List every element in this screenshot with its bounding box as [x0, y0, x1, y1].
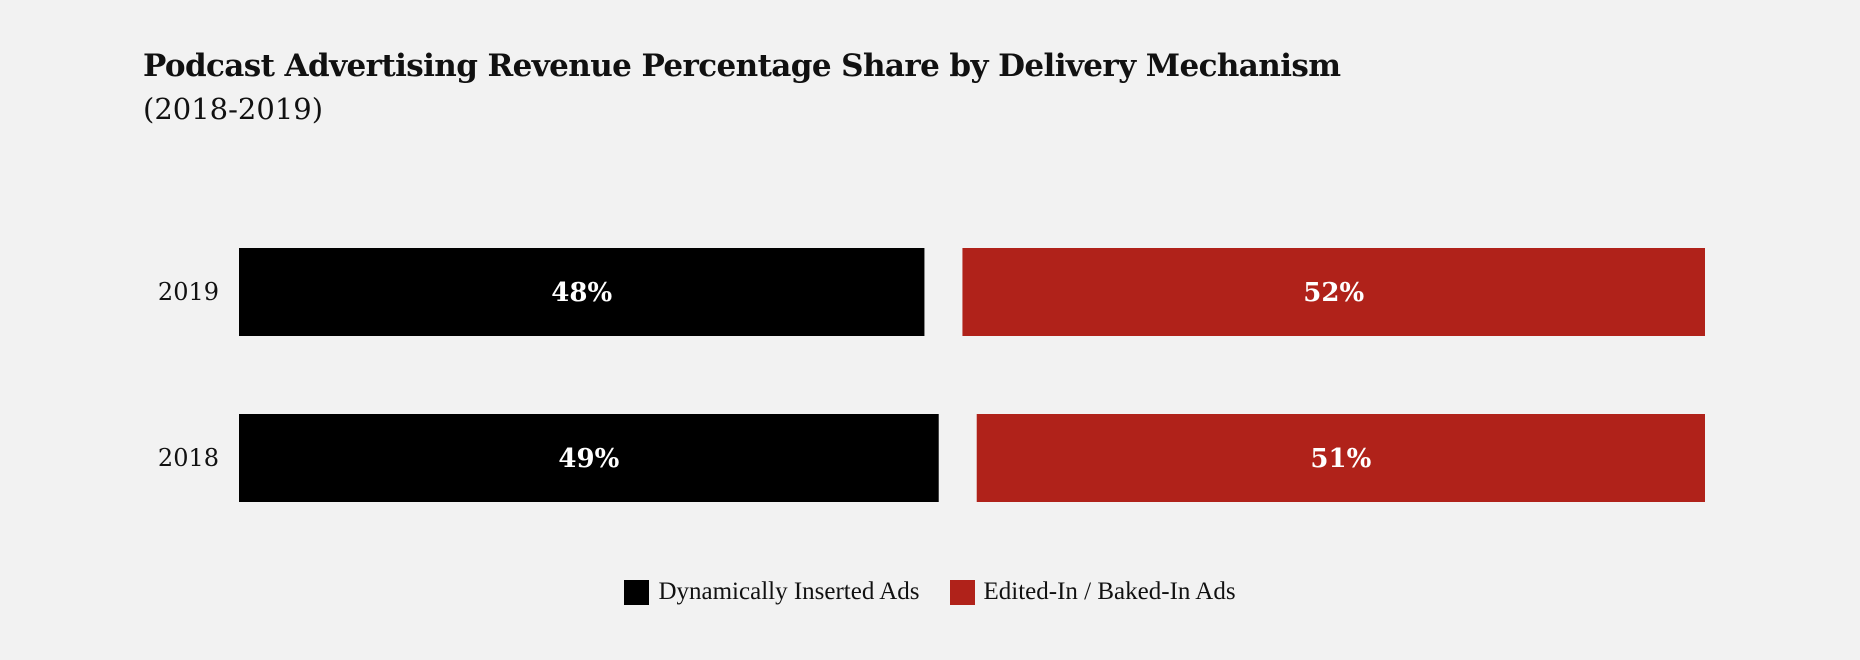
- bar-2018-series-0: [239, 414, 939, 502]
- chart-title: Podcast Advertising Revenue Percentage S…: [143, 48, 1341, 84]
- bar-2018-series-1: [976, 414, 1705, 502]
- category-label-2018: 2018: [158, 444, 219, 472]
- legend-swatch-baked-in: [949, 579, 975, 605]
- category-label-2019: 2019: [158, 278, 219, 306]
- bar-2019-series-1: [962, 248, 1705, 336]
- legend: Dynamically Inserted Ads Edited-In / Bak…: [0, 578, 1860, 606]
- data-label-2019-series-0: 48%: [551, 278, 612, 308]
- data-label-2018-series-1: 51%: [1310, 444, 1371, 474]
- bar-2019-series-0: [239, 248, 925, 336]
- chart-subtitle: (2018-2019): [143, 92, 324, 126]
- legend-item-baked-in: Edited-In / Baked-In Ads: [949, 578, 1236, 606]
- legend-item-dynamic: Dynamically Inserted Ads: [624, 578, 920, 606]
- legend-label-baked-in: Edited-In / Baked-In Ads: [983, 578, 1236, 605]
- legend-label-dynamic: Dynamically Inserted Ads: [658, 578, 920, 605]
- data-label-2019-series-1: 52%: [1303, 278, 1364, 308]
- data-label-2018-series-0: 49%: [558, 444, 619, 474]
- legend-swatch-dynamic: [624, 579, 650, 605]
